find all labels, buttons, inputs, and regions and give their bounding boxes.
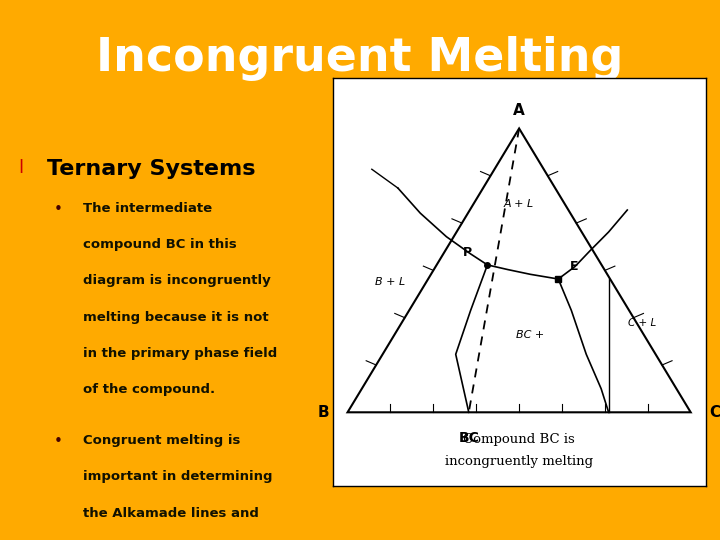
Text: B + L: B + L [375, 277, 405, 287]
Text: l: l [18, 159, 23, 177]
Text: E: E [570, 260, 578, 273]
Text: Compound BC is: Compound BC is [463, 433, 575, 446]
Text: Congruent melting is: Congruent melting is [83, 434, 240, 447]
Text: melting because it is not: melting because it is not [83, 310, 269, 323]
Text: in the primary phase field: in the primary phase field [83, 347, 277, 360]
Text: C + L: C + L [628, 318, 657, 328]
Text: incongruently melting: incongruently melting [445, 455, 593, 468]
Text: diagram is incongruently: diagram is incongruently [83, 274, 271, 287]
Text: BC: BC [459, 431, 480, 445]
Text: C: C [709, 405, 720, 420]
Text: BC +: BC + [516, 330, 544, 340]
Text: of the compound.: of the compound. [83, 383, 215, 396]
Text: P: P [464, 246, 472, 259]
Text: •: • [54, 434, 63, 449]
Text: A: A [513, 103, 525, 118]
Text: Incongruent Melting: Incongruent Melting [96, 36, 624, 80]
Text: compound BC in this: compound BC in this [83, 238, 237, 251]
Text: Ternary Systems: Ternary Systems [47, 159, 256, 179]
Text: the Alkamade lines and: the Alkamade lines and [83, 507, 258, 519]
Text: A + L: A + L [504, 199, 534, 209]
Text: The intermediate: The intermediate [83, 202, 212, 215]
Text: important in determining: important in determining [83, 470, 272, 483]
Text: •: • [54, 202, 63, 217]
Text: B: B [318, 405, 329, 420]
